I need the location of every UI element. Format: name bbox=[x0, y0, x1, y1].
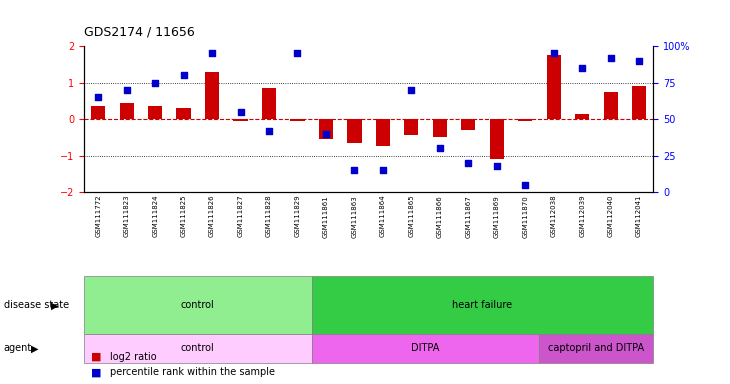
Point bbox=[235, 109, 247, 115]
Text: agent: agent bbox=[4, 343, 32, 354]
Point bbox=[92, 94, 104, 100]
Point bbox=[149, 79, 161, 86]
Point bbox=[121, 87, 133, 93]
Point bbox=[604, 55, 616, 61]
Text: ▶: ▶ bbox=[51, 300, 58, 310]
Bar bbox=[319, 119, 333, 139]
Point bbox=[320, 131, 331, 137]
Bar bbox=[575, 114, 589, 119]
Bar bbox=[205, 71, 219, 119]
Point bbox=[634, 58, 645, 64]
Point bbox=[548, 50, 559, 56]
Point bbox=[377, 167, 388, 173]
Point bbox=[349, 167, 361, 173]
Bar bbox=[604, 92, 618, 119]
Point bbox=[577, 65, 588, 71]
Text: heart failure: heart failure bbox=[453, 300, 512, 310]
Text: GDS2174 / 11656: GDS2174 / 11656 bbox=[84, 25, 195, 38]
Text: control: control bbox=[181, 343, 215, 354]
Bar bbox=[376, 119, 390, 146]
Text: log2 ratio: log2 ratio bbox=[110, 352, 156, 362]
Point bbox=[519, 182, 531, 188]
Bar bbox=[433, 119, 447, 137]
Bar bbox=[490, 119, 504, 159]
Point bbox=[491, 163, 502, 169]
Point bbox=[434, 145, 445, 151]
Bar bbox=[177, 108, 191, 119]
Text: captopril and DITPA: captopril and DITPA bbox=[548, 343, 645, 354]
Bar bbox=[461, 119, 475, 130]
Text: DITPA: DITPA bbox=[412, 343, 439, 354]
Bar bbox=[291, 119, 304, 121]
Bar bbox=[234, 119, 247, 121]
Point bbox=[178, 72, 190, 78]
Text: ■: ■ bbox=[91, 367, 101, 377]
Text: percentile rank within the sample: percentile rank within the sample bbox=[110, 367, 274, 377]
Text: ▶: ▶ bbox=[31, 343, 38, 354]
Bar bbox=[404, 119, 418, 136]
Bar bbox=[148, 106, 162, 119]
Bar bbox=[347, 119, 361, 143]
Point bbox=[292, 50, 304, 56]
Text: ■: ■ bbox=[91, 352, 101, 362]
Point bbox=[263, 127, 274, 134]
Bar bbox=[632, 86, 646, 119]
Bar bbox=[262, 88, 276, 119]
Text: disease state: disease state bbox=[4, 300, 69, 310]
Bar bbox=[120, 103, 134, 119]
Bar bbox=[91, 106, 105, 119]
Point bbox=[206, 50, 218, 56]
Point bbox=[406, 87, 418, 93]
Point bbox=[463, 160, 474, 166]
Text: control: control bbox=[181, 300, 215, 310]
Bar bbox=[547, 55, 561, 119]
Bar bbox=[518, 119, 532, 121]
